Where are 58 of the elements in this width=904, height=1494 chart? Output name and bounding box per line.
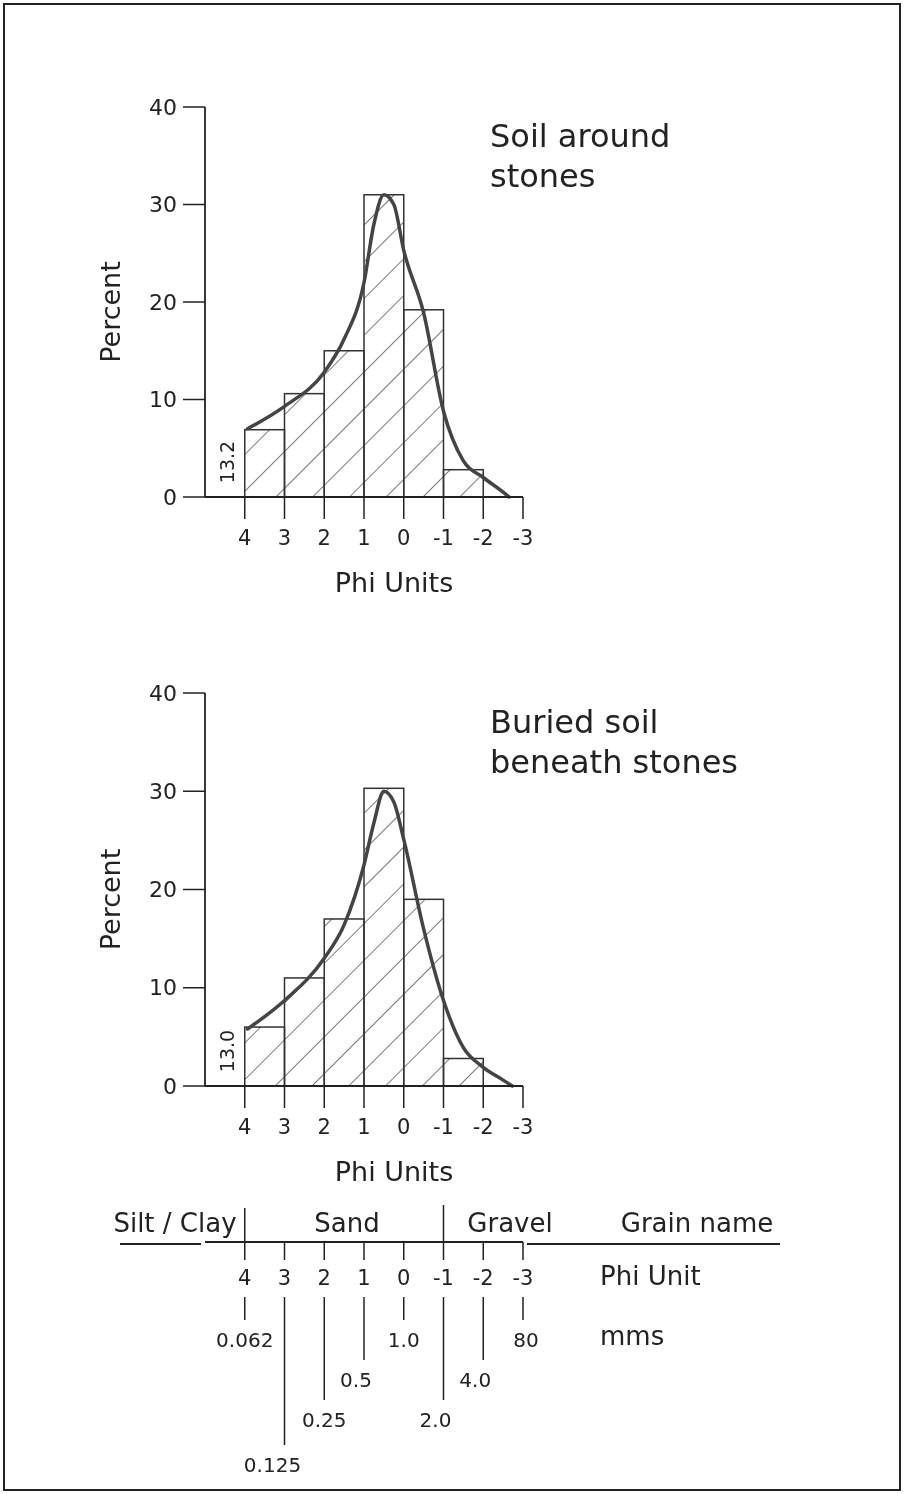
x-tick-label: 2 (317, 526, 331, 550)
text: mms (600, 1321, 665, 1351)
y-axis-title: Percent (95, 848, 126, 951)
x2-tick-label: -1 (433, 1266, 454, 1290)
text: 0.125 (243, 1453, 302, 1477)
x-tick-label: 1 (357, 1115, 371, 1139)
x-tick-label: 0 (397, 1115, 411, 1139)
y-tick-label: 20 (149, 289, 177, 315)
x-tick-label: -1 (433, 526, 454, 550)
text: 80 (513, 1328, 539, 1352)
x2-tick-label: 1 (357, 1266, 371, 1290)
x2-tick-label: 0 (397, 1266, 411, 1290)
y-tick-label: 0 (163, 484, 177, 510)
text: 0.25 (301, 1408, 347, 1432)
text: 1.0 (387, 1328, 420, 1352)
x-tick-label: 3 (277, 1115, 292, 1139)
y-tick-label: 20 (149, 877, 177, 903)
y-tick-label: 0 (163, 1073, 177, 1099)
x-tick-label: -2 (472, 526, 494, 550)
x-axis-title: Phi Units (334, 567, 454, 598)
x-tick-label: -3 (512, 1115, 534, 1139)
text: Silt / Clay (113, 1208, 237, 1238)
x2-tick-label: 4 (238, 1266, 252, 1290)
x-tick-label: -1 (433, 1115, 454, 1139)
y-axis-title: Percent (95, 261, 126, 363)
x-tick-label: 4 (238, 526, 252, 550)
line-series (245, 789, 515, 1088)
annotation: 13.2 (215, 440, 238, 484)
x-tick-label: -2 (472, 1115, 494, 1139)
annotation: 13.0 (215, 1029, 238, 1073)
text: Gravel (467, 1208, 553, 1238)
y-tick-label: 40 (149, 680, 177, 706)
text: Buried soil beneath stones (490, 703, 739, 781)
y-tick-label: 40 (149, 94, 177, 120)
x-tick-label: 4 (238, 1115, 252, 1139)
text: 2.0 (419, 1408, 452, 1432)
text: Sand (314, 1208, 380, 1238)
text: 0.062 (216, 1328, 274, 1352)
y-tick-label: 30 (149, 778, 177, 804)
x-tick-label: 1 (357, 526, 371, 550)
x2-tick-label: -2 (472, 1266, 494, 1290)
x-tick-label: 0 (397, 526, 411, 550)
text: 0.5 (340, 1368, 372, 1392)
x-tick-label: 2 (317, 1115, 331, 1139)
x2-axis-title: Phi Unit (600, 1261, 701, 1291)
x2-tick-label: 2 (317, 1266, 331, 1290)
text: Grain name (620, 1208, 774, 1238)
x-tick-label: -3 (512, 526, 534, 550)
line-series (245, 193, 511, 499)
y-tick-label: 10 (149, 387, 177, 413)
y-tick-label: 10 (149, 975, 177, 1001)
text: Soil around stones (490, 117, 671, 195)
x-axis-title: Phi Units (334, 1156, 454, 1187)
x2-tick-label: 3 (277, 1266, 292, 1290)
y-tick-label: 30 (149, 192, 177, 218)
x-tick-label: 3 (277, 526, 292, 550)
x2-tick-label: -3 (512, 1266, 534, 1290)
text: 4.0 (459, 1368, 492, 1392)
